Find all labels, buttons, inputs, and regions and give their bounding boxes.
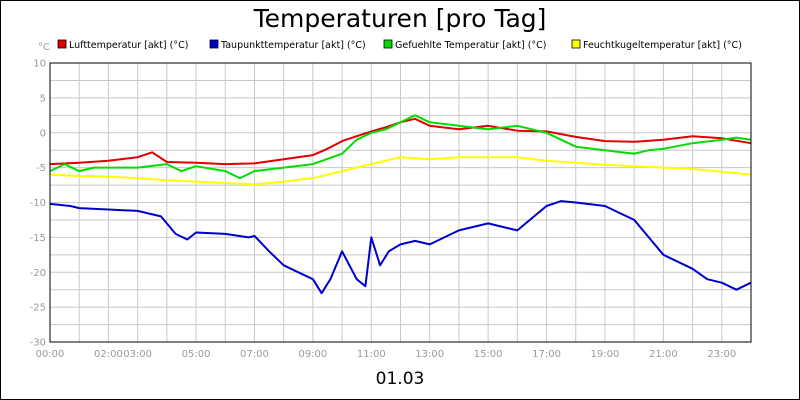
legend-swatch-1 xyxy=(57,39,67,49)
legend-swatch-2 xyxy=(209,39,219,49)
chart-title: Temperaturen [pro Tag] xyxy=(253,4,547,33)
y-tick-label: -15 xyxy=(30,233,46,244)
x-axis-ticks: 00:00 02:00 03:00 05:00 07:00 09:00 11:00 13:00… xyxy=(36,349,737,360)
series-line-3 xyxy=(49,114,752,180)
x-tick-label: 00:00 xyxy=(36,349,65,360)
legend-swatch-3 xyxy=(383,39,393,49)
legend-label-3: Gefuehlte Temperatur [akt] (°C) xyxy=(395,40,547,51)
legend-label-4: Feuchtkugeltemperatur [akt] (°C) xyxy=(583,40,742,51)
y-tick-label: -25 xyxy=(30,303,46,314)
x-tick-label: 17:00 xyxy=(532,349,561,360)
series-line-2 xyxy=(49,200,752,295)
y-tick-label: -10 xyxy=(30,198,46,209)
y-tick-label: -5 xyxy=(36,163,46,174)
y-axis-ticks: 10 5 0 -5 -10 -15 -20 -25 -30 xyxy=(30,59,46,349)
x-tick-label: 07:00 xyxy=(240,349,269,360)
x-tick-label: 09:00 xyxy=(298,349,327,360)
x-tick-label: 13:00 xyxy=(415,349,444,360)
series-line-1 xyxy=(49,117,752,166)
series-line-4 xyxy=(49,156,752,186)
legend-label-1: Lufttemperatur [akt] (°C) xyxy=(69,40,188,51)
x-tick-label: 02:00 xyxy=(94,349,123,360)
x-tick-label: 19:00 xyxy=(591,349,620,360)
x-tick-label: 05:00 xyxy=(182,349,211,360)
grid xyxy=(50,63,751,342)
legend-label-2: Taupunkttemperatur [akt] (°C) xyxy=(220,40,366,51)
legend-swatch-4 xyxy=(571,39,581,49)
x-tick-label: 15:00 xyxy=(474,349,503,360)
legend: Lufttemperatur [akt] (°C) Taupunkttempera… xyxy=(57,39,742,51)
y-tick-label: -20 xyxy=(30,268,46,279)
series-lines xyxy=(49,114,752,295)
x-tick-label: 03:00 xyxy=(123,349,152,360)
x-tick-label: 23:00 xyxy=(707,349,736,360)
y-tick-label: 0 xyxy=(40,128,46,139)
x-tick-label: 21:00 xyxy=(649,349,678,360)
plot-border xyxy=(49,62,752,343)
x-tick-label: 11:00 xyxy=(357,349,386,360)
x-axis-date-label: 01.03 xyxy=(376,369,425,389)
y-tick-label: -30 xyxy=(30,338,46,349)
y-tick-label: 5 xyxy=(40,93,46,104)
y-axis-unit: °C xyxy=(38,42,50,53)
y-tick-label: 10 xyxy=(33,59,46,70)
